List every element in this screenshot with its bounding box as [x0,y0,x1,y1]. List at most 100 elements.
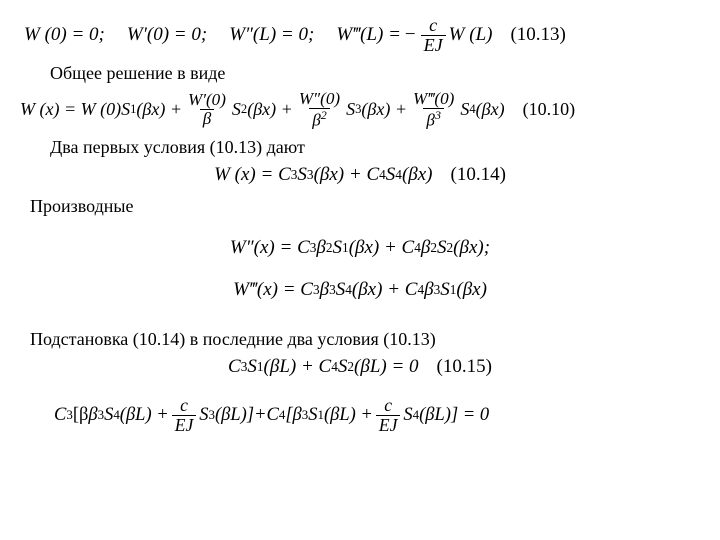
beta: β [316,237,325,259]
frac-den: β2 [309,108,330,130]
frac-2: W″(0) β2 [296,90,343,130]
S1: S [308,405,317,426]
minus-sign: − [405,24,416,46]
S1: S [247,356,257,378]
body: W (x) = C [214,164,291,186]
mid: (βL) + C [264,356,332,378]
beta2: β [424,279,433,301]
frac-den: β [200,109,215,128]
C4: C [267,405,279,426]
sub: 3 [313,282,320,298]
sup: 2 [326,240,333,256]
beta2: β [421,237,430,259]
S3: S [199,405,208,426]
frac-1: W′(0) β [185,91,229,128]
sub: 1 [450,282,457,298]
a: C [228,356,241,378]
sub: 4 [414,240,421,256]
frac-num: W″(0) [296,90,343,108]
eq-part-a: W (0) = 0; [24,24,105,46]
equation-number: (10.14) [451,164,506,186]
bL2: (βL) + [324,405,373,426]
a: C [54,405,66,426]
text-substitution: Подстановка (10.14) в последние два усло… [30,329,700,350]
lhs: W (x) = W (0)S [20,99,130,120]
sub: 4 [379,167,386,183]
equation-d2: W″(x) = C3 β2 S1 (βx) + C4 β2 S2 (βx); [20,237,700,259]
S4: S [104,405,113,426]
beta: β [320,279,329,301]
frac-3: W‴(0) β3 [410,90,457,130]
sub: 3 [291,167,298,183]
equation-number: (10.13) [510,24,565,46]
tail: (βx); [453,237,490,259]
eq-part-c: W″(L) = 0; [229,24,314,46]
sub: 1 [257,359,264,375]
sup: 2 [430,240,437,256]
frac-den: EJ [172,415,197,434]
S4: S [386,164,396,186]
mid: (βx) + C [314,164,380,186]
S2: S [338,356,348,378]
S4b: S [403,405,412,426]
S4: S [336,279,346,301]
s2: S [232,99,241,120]
frac-den: EJ [421,35,446,55]
sub: 2 [447,240,454,256]
sub: 2 [347,359,354,375]
plus: (βx) + [247,99,293,120]
S3: S [297,164,307,186]
frac-num: c [426,16,440,35]
S1: S [333,237,343,259]
frac-num: c [381,396,395,414]
text-general-solution: Общее решение в виде [50,63,700,84]
a: W″(x) = C [230,237,310,259]
close2: (βL)] = 0 [419,405,489,426]
mid: (βx) + C [349,237,415,259]
sub: 1 [342,240,349,256]
eq-part-d-rhs: W (L) [449,24,493,46]
sup: 3 [329,282,336,298]
frac-den: β3 [423,108,444,130]
equation-10-10: W (x) = W (0)S1 (βx) + W′(0) β S2 (βx) +… [20,90,700,130]
eq-part-d-lhs: W‴(L) = [336,24,401,46]
text-derivatives: Производные [30,196,700,217]
sub: 3 [307,167,314,183]
mid: (βx) + C [352,279,418,301]
close1: (βL)] [215,405,254,426]
equation-d3: W‴(x) = C3 β3 S4 (βx) + C4 β3 S1 (βx) [20,279,700,301]
frac-c-EJ-2: c EJ [376,396,401,434]
tail: (βx) [402,164,433,186]
s3: S [346,99,355,120]
open-bracket: [β [73,405,89,426]
bL: (βL) + [120,405,169,426]
equation-10-13: W (0) = 0; W′(0) = 0; W″(L) = 0; W‴(L) =… [24,16,700,55]
sub: 4 [331,359,338,375]
tail: (βx) [456,279,487,301]
frac-num: W‴(0) [410,90,457,108]
equation-number: (10.15) [437,356,492,378]
equation-10-14: W (x) = C3 S3 (βx) + C4 S4 (βx) (10.14) [20,164,700,186]
open2: [β [285,405,301,426]
s4: S [460,99,469,120]
fraction-c-over-EJ: c EJ [421,16,446,55]
frac-c-EJ-1: c EJ [172,396,197,434]
S1: S [440,279,450,301]
equation-last: C3 [ββ3 S4 (βL) + c EJ S3 (βL)] + C4 [β3… [54,396,700,434]
sup: 3 [434,282,441,298]
sub: 4 [345,282,352,298]
eq-part-b: W′(0) = 0; [127,24,207,46]
plus: (βx) + [361,99,407,120]
frac-den: EJ [376,415,401,434]
tail: (βx) [476,99,505,120]
plus: + [254,405,266,426]
a: W‴(x) = C [233,279,313,301]
frac-num: W′(0) [185,91,229,109]
equation-number: (10.10) [523,99,576,120]
sub: 4 [395,167,402,183]
text-two-first-conditions: Два первых условия (10.13) дают [50,137,700,158]
equation-10-15: C3 S1 (βL) + C4 S2 (βL) = 0 (10.15) [20,356,700,378]
arg: (βx) + [136,99,182,120]
frac-num: c [177,396,191,414]
S2: S [437,237,447,259]
